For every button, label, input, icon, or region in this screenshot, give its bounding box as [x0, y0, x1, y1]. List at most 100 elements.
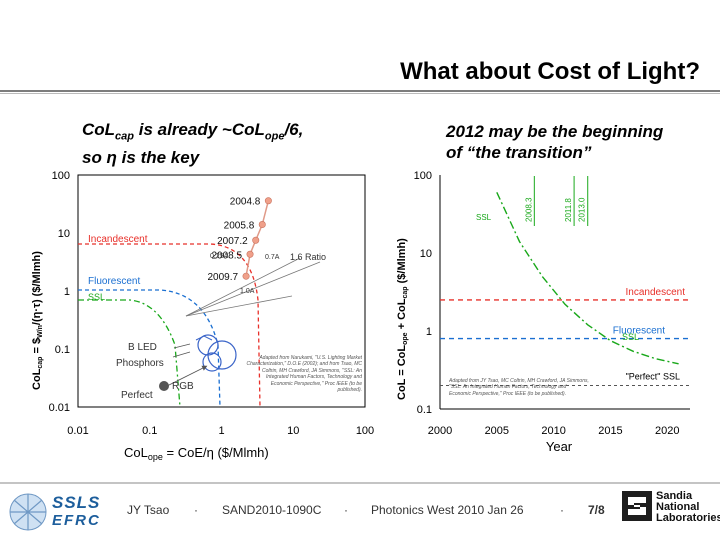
- footer-separator-2: ·: [344, 503, 348, 517]
- right-y-tick-labels: 0.1 1 10 100: [414, 170, 432, 416]
- sandia-line-3: Laboratories: [656, 512, 720, 524]
- left-caption: CoLcap is already ~CoLope/6, so η is the…: [82, 119, 303, 168]
- left-y-tick-label: 1: [64, 286, 70, 298]
- ratio-line-3: [185, 295, 293, 317]
- left-x-tick-label: 100: [356, 425, 374, 437]
- right-caption: 2012 may be the beginning of “the transi…: [446, 121, 663, 163]
- left-y-tick-label: 10: [58, 228, 70, 240]
- trajectory-point: [258, 221, 266, 229]
- right-y-tick-label: 1: [426, 326, 432, 338]
- right-ssl-label: SSL: [476, 213, 492, 222]
- left-source-note-box: Adapted from Narukami, "U.S. Lighting Ma…: [246, 355, 362, 393]
- ssls-logo-graphic: [9, 493, 47, 531]
- footer-page-number: 7/8: [588, 503, 605, 517]
- left-chart: 0.01 0.1 1 10 100 0.01 0.1 1 10 100 2004.8 2005.8…: [49, 170, 375, 437]
- right-y-axis-title: CoL = CoLope + CoLcap ($/Mlmh): [396, 238, 409, 400]
- right-fluorescent-label: Fluorescent: [613, 326, 665, 337]
- right-chart: 0.1 1 10 100 2000 2005 2010 2015 2020 2008.3 201…: [414, 170, 690, 437]
- left-y-axis-title: CoLcap = $W/n/(η·τ) ($/Mlmh): [31, 251, 44, 390]
- annotation-rgb: RGB: [172, 381, 194, 392]
- trajectory-point-label: 2007.2: [217, 236, 248, 247]
- left-fluorescent-label: Fluorescent: [88, 276, 140, 287]
- annotation-perfect: Perfect: [121, 390, 153, 401]
- ssls-logo-bottom: EFRC: [52, 512, 101, 529]
- sandia-logo-graphic: [622, 491, 652, 521]
- right-caption-line1: 2012 may be the beginning: [446, 122, 664, 141]
- right-x-tick-label: 2015: [598, 425, 622, 437]
- annotation-phosphors: Phosphors: [116, 358, 164, 369]
- right-x-tick-label: 2020: [655, 425, 679, 437]
- left-x-tick-label: 10: [287, 425, 299, 437]
- bled-leader: [173, 343, 191, 349]
- led-cluster-mark: [195, 335, 213, 341]
- right-y-tick-label: 0.1: [417, 404, 432, 416]
- trajectory-point-label: 2009.7: [207, 272, 238, 283]
- right-caption-line2: of “the transition”: [446, 143, 592, 162]
- right-x-tick-label: 2005: [485, 425, 509, 437]
- right-incandescent-label: Incandescent: [626, 287, 686, 298]
- annotation-07a: 0.7A: [265, 254, 280, 261]
- year-marker-label: 2013.0: [578, 197, 587, 222]
- ratio-line-2: [185, 261, 321, 317]
- ssl-cost-curve: [496, 192, 679, 365]
- annotation-ratio: 1.6 Ratio: [290, 252, 326, 262]
- right-source-note: Adapted from JY Tsao, MC Coltrin, MH Cra…: [449, 378, 589, 397]
- annotation-bled: B LED: [128, 342, 157, 353]
- left-incandescent-label: Incandescent: [88, 234, 148, 245]
- left-x-tick-label: 0.1: [142, 425, 157, 437]
- left-ssl-label: SSL: [88, 292, 105, 302]
- incandescent-boundary: [78, 243, 261, 408]
- trajectory-point-label: 2008.5: [211, 250, 242, 261]
- ssl-trajectory-points: 2004.8 2005.8 2007.2 2008.5 2009.7: [207, 197, 272, 283]
- left-y-tick-labels: 0.01 0.1 1 10 100: [49, 170, 70, 414]
- left-caption-part2: is already ~CoL: [134, 120, 265, 139]
- left-x-axis-title: CoLope = CoE/η ($/Mlmh): [124, 445, 269, 462]
- trajectory-point: [264, 197, 272, 205]
- trajectory-point: [252, 236, 260, 244]
- annotation-10a: 1.0A: [240, 288, 255, 295]
- right-ssl-label-2: SSL: [622, 332, 639, 342]
- right-x-axis-title: Year: [546, 439, 573, 454]
- sandia-logo-text: Sandia National Laboratories: [656, 491, 720, 524]
- right-source-note-box: Adapted from JY Tsao, MC Coltrin, MH Cra…: [449, 378, 589, 397]
- year-marker-label: 2008.3: [524, 197, 533, 222]
- trajectory-point: [246, 250, 254, 258]
- left-caption-line2: so η is the key: [82, 148, 200, 168]
- trajectory-point-label: 2005.8: [224, 221, 255, 232]
- right-perfect-label: "Perfect" SSL: [626, 372, 680, 382]
- right-year-markers: 2008.3 2011.8 2013.0: [524, 176, 589, 226]
- ssl-boundary: [78, 299, 181, 408]
- sandia-line-1: Sandia: [656, 490, 693, 502]
- ratio-line-1: [185, 257, 301, 317]
- left-caption-sub1: cap: [115, 130, 135, 143]
- right-y-tick-label: 100: [414, 170, 432, 182]
- left-x-tick-label: 1: [218, 425, 224, 437]
- sandia-line-2: National: [656, 501, 700, 513]
- left-y-tick-label: 0.1: [55, 344, 70, 356]
- left-y-tick-label: 0.01: [49, 402, 70, 414]
- header-rule: [0, 90, 720, 92]
- perfect-arrow: [164, 365, 208, 388]
- year-marker-label: 2011.8: [564, 198, 573, 222]
- right-x-tick-label: 2010: [541, 425, 565, 437]
- right-y-tick-label: 10: [420, 248, 432, 260]
- left-y-tick-label: 100: [52, 170, 70, 182]
- slide-title: What about Cost of Light?: [400, 58, 700, 85]
- left-plot-frame: [77, 174, 366, 408]
- annotation-025a: 0.25A: [210, 253, 229, 260]
- phosphors-circle: [207, 340, 237, 370]
- footer-report-id: SAND2010-1090C: [222, 503, 322, 517]
- trajectory-point-label: 2004.8: [230, 197, 261, 208]
- perfect-point: [159, 381, 169, 391]
- left-x-tick-labels: 0.01 0.1 1 10 100: [67, 425, 374, 437]
- right-x-tick-labels: 2000 2005 2010 2015 2020: [428, 425, 680, 437]
- left-x-tick-label: 0.01: [67, 425, 88, 437]
- footer-author: JY Tsao: [127, 503, 170, 517]
- footer-separator-1: ·: [194, 503, 198, 517]
- left-caption-part1: CoL: [82, 120, 116, 139]
- header-rule-thin: [0, 93, 720, 94]
- right-x-tick-label: 2000: [428, 425, 452, 437]
- left-caption-part3: /6,: [284, 120, 304, 139]
- trajectory-point: [242, 272, 250, 280]
